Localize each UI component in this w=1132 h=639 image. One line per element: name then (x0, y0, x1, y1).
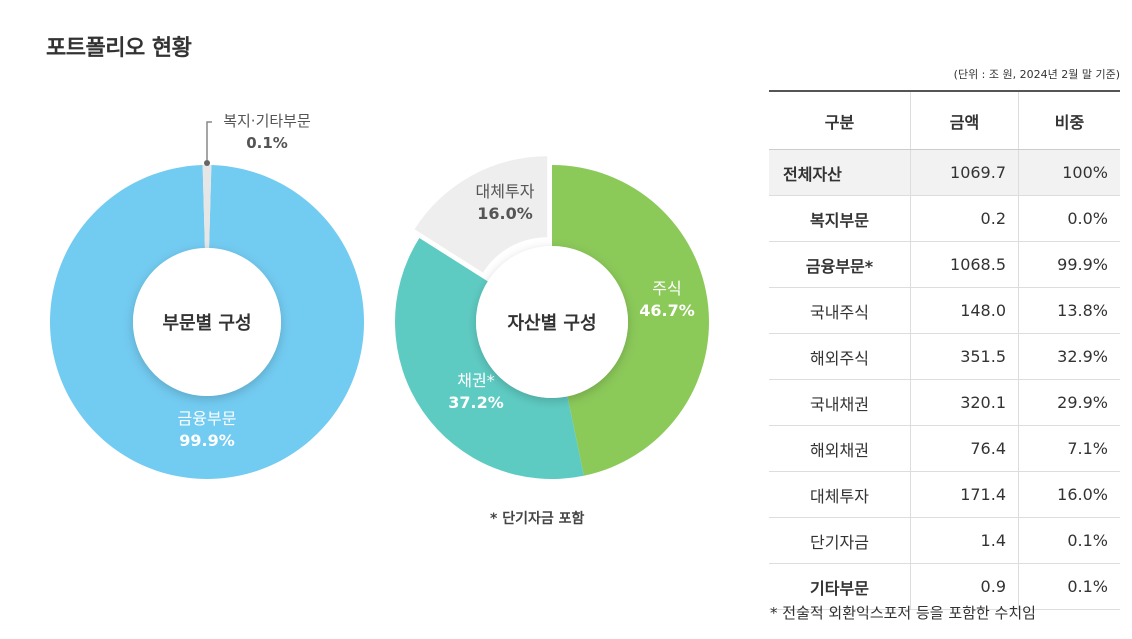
row-name: 금융부문* (769, 241, 911, 288)
row-name: 해외채권 (769, 425, 911, 472)
slice-value-label: 37.2% (448, 393, 504, 412)
slice-stocks (552, 165, 710, 476)
row-amount: 351.5 (910, 333, 1019, 380)
donut-center (476, 246, 628, 398)
row-share: 99.9% (1018, 241, 1120, 288)
slice-label: 채권* (457, 371, 494, 390)
row-name: 국내주식 (769, 287, 911, 334)
row-share: 0.0% (1018, 195, 1120, 242)
chart-note: * 단기자금 포함 (490, 511, 585, 527)
row-amount: 1069.7 (910, 149, 1019, 196)
portfolio-table: 구분 금액 비중 전체자산 1069.7 100% 복지부문 0.2 0.0% … (769, 90, 1120, 610)
row-name: 기타부문 (769, 563, 911, 610)
slice-value-label: 16.0% (477, 204, 533, 223)
row-share: 32.9% (1018, 333, 1120, 380)
footnote: * 전술적 외환익스포저 등을 포함한 수치임 (770, 604, 1036, 622)
slice-welfare (202, 165, 212, 249)
row-share: 7.1% (1018, 425, 1120, 472)
table-row: 국내주식 148.0 13.8% (769, 287, 1120, 334)
row-name: 단기자금 (769, 517, 911, 564)
slice-label: 주식 (652, 279, 681, 298)
column-header-share: 비중 (1018, 90, 1120, 150)
row-share: 16.0% (1018, 471, 1120, 518)
row-name: 대체투자 (769, 471, 911, 518)
row-name: 전체자산 (769, 149, 911, 196)
slice-label: 대체투자 (476, 182, 535, 201)
slice-value-label: 99.9% (179, 431, 235, 450)
page-title: 포트폴리오 현황 (46, 36, 192, 61)
row-share: 0.1% (1018, 563, 1120, 610)
column-header-category: 구분 (769, 90, 911, 150)
row-share: 29.9% (1018, 379, 1120, 426)
slice-bonds (394, 238, 584, 479)
table-row: 해외채권 76.4 7.1% (769, 425, 1120, 472)
slice-label: 복지·기타부문 (223, 112, 311, 130)
chart-title: 부문별 구성 (162, 313, 251, 334)
table-row: 해외주식 351.5 32.9% (769, 333, 1120, 380)
table-header-row: 구분 금액 비중 (769, 90, 1120, 150)
table-row: 금융부문* 1068.5 99.9% (769, 241, 1120, 288)
row-name: 해외주식 (769, 333, 911, 380)
slice-alternatives (414, 156, 548, 273)
row-share: 100% (1018, 149, 1120, 196)
row-amount: 171.4 (910, 471, 1019, 518)
unit-note: (단위 : 조 원, 2024년 2월 말 기준) (953, 68, 1120, 81)
row-name: 국내채권 (769, 379, 911, 426)
table-row: 복지부문 0.2 0.0% (769, 195, 1120, 242)
asset-donut-chart: 주식 46.7% 채권* 37.2% 대체투자 16.0% 자산별 구성 (394, 156, 710, 479)
row-amount: 148.0 (910, 287, 1019, 334)
slice-value-label: 0.1% (246, 134, 288, 152)
row-share: 13.8% (1018, 287, 1120, 334)
slice-label: 금융부문 (178, 409, 237, 428)
table-row: 대체투자 171.4 16.0% (769, 471, 1120, 518)
row-amount: 1068.5 (910, 241, 1019, 288)
row-name: 복지부문 (769, 195, 911, 242)
slice-value-label: 46.7% (639, 301, 695, 320)
row-share: 0.1% (1018, 517, 1120, 564)
chart-title: 자산별 구성 (507, 313, 596, 334)
row-amount: 0.9 (910, 563, 1019, 610)
row-amount: 76.4 (910, 425, 1019, 472)
row-amount: 0.2 (910, 195, 1019, 242)
donut-center (133, 248, 281, 396)
table-row: 단기자금 1.4 0.1% (769, 517, 1120, 564)
table-row: 기타부문 0.9 0.1% (769, 563, 1120, 610)
callout-line (206, 121, 212, 160)
column-header-amount: 금액 (910, 90, 1019, 150)
table-row: 국내채권 320.1 29.9% (769, 379, 1120, 426)
row-amount: 320.1 (910, 379, 1019, 426)
callout-dot (204, 160, 210, 166)
table-row: 전체자산 1069.7 100% (769, 149, 1120, 196)
row-amount: 1.4 (910, 517, 1019, 564)
slice-finance (49, 165, 365, 479)
